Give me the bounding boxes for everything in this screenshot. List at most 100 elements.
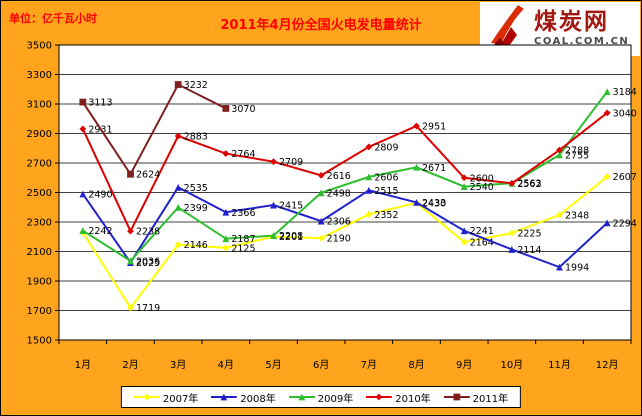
- legend-item-2010年: 2010年: [366, 390, 431, 405]
- legend-marker-icon: [288, 393, 315, 401]
- data-point-marker: [556, 146, 563, 154]
- x-axis-label: 10月: [500, 359, 523, 371]
- data-label: 2238: [136, 227, 160, 238]
- data-point-marker: [317, 189, 325, 197]
- data-label: 2607: [613, 172, 637, 183]
- legend-item-2009年: 2009年: [288, 390, 354, 405]
- y-axis-label: 2100: [27, 247, 52, 258]
- y-axis-label: 1500: [27, 336, 52, 347]
- data-label: 1719: [136, 303, 160, 314]
- data-point-marker: [508, 179, 516, 187]
- series-line-2010年: [81, 112, 608, 234]
- legend-label: 2009年: [317, 393, 354, 405]
- x-axis-label: 8月: [408, 359, 424, 371]
- data-label: 2624: [136, 170, 160, 181]
- data-label: 3070: [231, 104, 255, 115]
- data-label: 2201: [279, 232, 303, 243]
- x-axis-label: 4月: [218, 359, 234, 371]
- data-label: 2242: [88, 226, 112, 237]
- data-point-marker: [365, 143, 373, 151]
- data-point-marker: [127, 257, 134, 265]
- legend-marker: [143, 393, 151, 401]
- data-label: 2348: [565, 210, 589, 221]
- data-point-marker: [222, 150, 230, 157]
- data-label: 2809: [374, 142, 398, 153]
- data-label: 2187: [231, 234, 255, 245]
- x-axis-label: 3月: [170, 359, 186, 371]
- data-point-marker: [460, 183, 468, 190]
- data-label: 2709: [279, 157, 303, 168]
- logo-domain: COAL.COM.CN: [534, 36, 630, 47]
- data-point-marker: [317, 234, 325, 242]
- data-point-marker: [174, 81, 182, 88]
- data-point-marker: [460, 227, 468, 235]
- data-point-marker: [174, 132, 182, 140]
- data-label: 2540: [470, 182, 494, 193]
- data-point-marker: [603, 173, 611, 181]
- x-axis-label: 5月: [265, 359, 281, 371]
- data-point-marker: [174, 183, 182, 191]
- legend-marker: [453, 393, 461, 401]
- legend-item-2011年: 2011年: [443, 390, 509, 405]
- data-label: 2616: [327, 171, 351, 182]
- chart-legend: 2007年 2008年 2009年 2010年 2011年: [120, 386, 522, 408]
- y-axis-label: 2700: [27, 159, 52, 170]
- legend-label: 2008年: [240, 393, 276, 405]
- x-axis-label: 9月: [456, 359, 472, 371]
- x-axis-label: 6月: [313, 359, 329, 371]
- y-axis-label: 1700: [27, 306, 52, 317]
- data-point-marker: [270, 232, 277, 239]
- legend-label: 2011年: [472, 393, 509, 405]
- data-label: 2755: [565, 150, 589, 161]
- legend-marker-icon: [211, 393, 238, 401]
- data-point-marker: [79, 227, 87, 234]
- data-point-marker: [127, 304, 134, 312]
- x-axis-label: 2月: [122, 359, 138, 371]
- data-label: 3184: [613, 87, 637, 98]
- legend-marker-icon: [366, 393, 393, 401]
- data-point-marker: [413, 198, 420, 206]
- data-label: 2883: [184, 132, 208, 143]
- data-label: 2415: [279, 201, 303, 212]
- data-point-marker: [556, 263, 563, 271]
- data-label: 2563: [517, 179, 541, 190]
- data-label: 2490: [88, 189, 112, 200]
- data-label: 2535: [184, 183, 208, 194]
- data-label: 2366: [231, 208, 255, 219]
- data-point-marker: [365, 210, 373, 218]
- data-point-marker: [460, 238, 468, 246]
- data-label: 2306: [327, 217, 351, 228]
- data-label: 2600: [470, 173, 494, 184]
- data-point-marker: [317, 217, 325, 225]
- data-point-marker: [222, 208, 230, 216]
- data-label: 1994: [565, 263, 589, 274]
- x-axis-label: 12月: [596, 359, 619, 371]
- data-label: 2788: [565, 146, 589, 157]
- data-point-marker: [508, 246, 516, 253]
- page-title: 2011年4月份全国火电发电量统计: [220, 18, 422, 33]
- logo-text-wrap: 煤炭网 COAL.COM.CN: [534, 11, 629, 47]
- y-axis-label: 1900: [27, 277, 52, 288]
- data-point-marker: [413, 122, 420, 130]
- x-axis-label: 11月: [548, 359, 571, 371]
- data-point-marker: [222, 105, 230, 112]
- data-point-marker: [270, 201, 277, 209]
- data-label: 3232: [184, 80, 208, 91]
- legend-marker: [375, 393, 383, 401]
- y-axis-label: 2300: [27, 218, 52, 229]
- data-label: 2114: [517, 245, 541, 256]
- data-point-marker: [127, 227, 134, 235]
- data-point-marker: [79, 125, 87, 133]
- data-point-marker: [174, 241, 182, 249]
- data-label: 2294: [613, 218, 637, 229]
- data-label: 3113: [88, 98, 112, 109]
- data-point-marker: [413, 163, 420, 171]
- data-label: 2241: [470, 226, 494, 237]
- series-line-2007年: [81, 175, 608, 310]
- unit-label: 单位：亿千瓦小时: [9, 12, 97, 25]
- legend-item-2008年: 2008年: [211, 390, 276, 405]
- data-label: 2225: [517, 229, 541, 240]
- series-line-2008年: [82, 186, 608, 269]
